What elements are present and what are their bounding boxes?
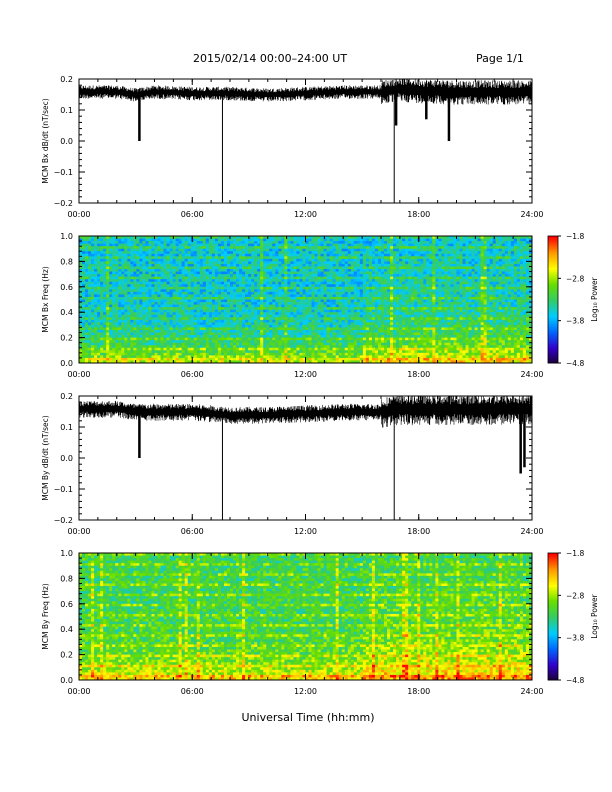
y-tick-label-dbx: 0.1 (60, 106, 73, 115)
x-tick-label-dbx: 12:00 (294, 210, 317, 219)
y-tick-label-dbx: −0.1 (54, 168, 73, 177)
x-tick-label-spec_by: 12:00 (294, 687, 317, 696)
x-tick-label-dby: 12:00 (294, 527, 317, 536)
y-axis-label-spec_bx: MCM Bx Freq (Hz) (41, 266, 50, 332)
x-tick-label-spec_by: 18:00 (407, 687, 430, 696)
y-axis-label-dby: MCM By dB/dt (nT/sec) (41, 415, 50, 500)
y-tick-label-dby: −0.2 (54, 516, 73, 525)
x-tick-label-dbx: 18:00 (407, 210, 430, 219)
y-axis-label-spec_by: MCM By Freq (Hz) (41, 583, 50, 649)
y-tick-label-spec_bx: 0.6 (60, 283, 73, 292)
y-tick-label-dby: 0.0 (60, 454, 73, 463)
page-number: Page 1/1 (476, 52, 524, 65)
x-tick-label-dbx: 24:00 (520, 210, 543, 219)
x-tick-label-spec_bx: 00:00 (67, 370, 90, 379)
y-tick-label-dby: 0.2 (60, 392, 73, 401)
colorbar-tick-label-spec_by: −1.8 (566, 549, 584, 558)
colorbar-label-spec_bx: Log₁₀ Power (590, 276, 599, 321)
colorbar-tick-label-spec_by: −2.8 (566, 591, 584, 600)
colorbar-frame (547, 552, 559, 681)
colorbar-tick-label-spec_by: −4.8 (566, 676, 584, 685)
y-tick-label-dby: 0.1 (60, 423, 73, 432)
y-tick-label-spec_by: 0.0 (60, 676, 73, 685)
colorbar-spec_bx (547, 235, 559, 364)
x-axis-title: Universal Time (hh:mm) (241, 711, 375, 724)
x-tick-label-dby: 06:00 (181, 527, 204, 536)
y-tick-label-spec_bx: 1.0 (60, 232, 73, 241)
y-tick-label-spec_by: 0.8 (60, 574, 73, 583)
x-tick-label-dby: 00:00 (67, 527, 90, 536)
colorbar-tick-label-spec_bx: −3.8 (566, 317, 584, 326)
x-tick-label-dbx: 06:00 (181, 210, 204, 219)
page-title: 2015/02/14 00:00–24:00 UT (193, 52, 348, 65)
colorbar-tick-label-spec_bx: −1.8 (566, 232, 584, 241)
x-tick-label-spec_by: 24:00 (520, 687, 543, 696)
y-tick-label-spec_bx: 0.8 (60, 257, 73, 266)
colorbar-label-spec_by: Log₁₀ Power (590, 593, 599, 638)
x-tick-label-dby: 24:00 (520, 527, 543, 536)
colorbar-tick-label-spec_bx: −2.8 (566, 274, 584, 283)
y-tick-label-spec_bx: 0.2 (60, 334, 73, 343)
y-tick-label-dbx: −0.2 (54, 199, 73, 208)
x-tick-label-spec_by: 06:00 (181, 687, 204, 696)
trace-dbx (78, 79, 533, 203)
x-tick-label-spec_bx: 18:00 (407, 370, 430, 379)
colorbar-spec_by (547, 552, 559, 681)
trace-dby (78, 396, 533, 520)
y-tick-label-spec_by: 0.6 (60, 600, 73, 609)
y-tick-label-dby: −0.1 (54, 485, 73, 494)
x-tick-label-spec_bx: 06:00 (181, 370, 204, 379)
spectrogram-spec_bx (79, 236, 533, 364)
noise-band-dbx (78, 79, 533, 105)
colorbar-frame (547, 235, 559, 364)
y-tick-label-dbx: 0.2 (60, 75, 73, 84)
y-tick-label-spec_by: 0.4 (60, 625, 73, 634)
x-tick-label-dbx: 00:00 (67, 210, 90, 219)
noise-band-dby (78, 396, 533, 428)
x-tick-label-spec_by: 00:00 (67, 687, 90, 696)
x-tick-label-spec_bx: 12:00 (294, 370, 317, 379)
y-axis-label-dbx: MCM Bx dB/dt (nT/sec) (41, 98, 50, 183)
y-tick-label-spec_by: 0.2 (60, 651, 73, 660)
colorbar-tick-label-spec_by: −3.8 (566, 634, 584, 643)
y-tick-label-spec_bx: 0.4 (60, 308, 73, 317)
spectrogram-spec_by (79, 553, 533, 681)
colorbar-tick-label-spec_bx: −4.8 (566, 359, 584, 368)
x-tick-label-dby: 18:00 (407, 527, 430, 536)
y-tick-label-spec_by: 1.0 (60, 549, 73, 558)
y-tick-label-dbx: 0.0 (60, 137, 73, 146)
y-tick-label-spec_bx: 0.0 (60, 359, 73, 368)
x-tick-label-spec_bx: 24:00 (520, 370, 543, 379)
